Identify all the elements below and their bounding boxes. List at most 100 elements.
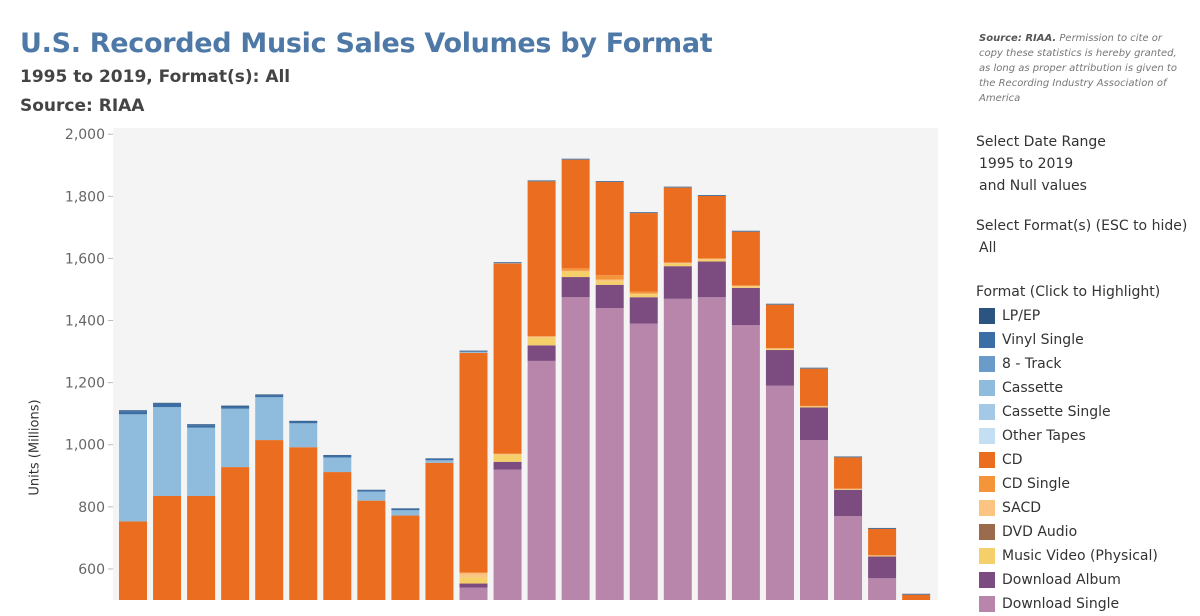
- bar-segment-2015-download-single[interactable]: [800, 440, 828, 600]
- bar-segment-2014-lp-ep[interactable]: [766, 304, 794, 305]
- bar-segment-1997-cd[interactable]: [187, 496, 215, 600]
- bar-segment-2005-sacd[interactable]: [460, 573, 488, 577]
- bar-segment-2017-lp-ep[interactable]: [868, 528, 896, 529]
- bar-segment-2008-cd[interactable]: [562, 160, 590, 269]
- bar-segment-1996-vinyl-single[interactable]: [153, 404, 181, 407]
- bar-segment-2015-music-video-physical[interactable]: [800, 407, 828, 408]
- bar-segment-2006-download-single[interactable]: [494, 470, 522, 600]
- bar-segment-2013-download-single[interactable]: [732, 325, 760, 600]
- bar-segment-2009-cd-single[interactable]: [596, 275, 624, 279]
- bar-segment-2006-cd-single[interactable]: [494, 453, 522, 454]
- bar-segment-2011-lp-ep[interactable]: [664, 187, 692, 188]
- bar-segment-2015-download-album[interactable]: [800, 407, 828, 440]
- bar-segment-2001-lp-ep[interactable]: [323, 455, 351, 456]
- bar-segment-2011-download-single[interactable]: [664, 299, 692, 600]
- bar-segment-2002-cassette[interactable]: [357, 492, 385, 501]
- bar-segment-2010-cd-single[interactable]: [630, 292, 658, 294]
- bar-segment-2002-cd[interactable]: [357, 501, 385, 600]
- legend-item-download-single[interactable]: Download Single: [979, 592, 1158, 616]
- bar-segment-2012-music-video-physical[interactable]: [698, 260, 726, 262]
- bar-segment-2008-cd-single[interactable]: [562, 268, 590, 270]
- bar-segment-2010-sacd[interactable]: [630, 294, 658, 295]
- format-filter-value[interactable]: All: [979, 240, 996, 256]
- bar-segment-2012-download-album[interactable]: [698, 262, 726, 298]
- bar-segment-2003-cd[interactable]: [391, 516, 419, 600]
- legend-item-cassette-single[interactable]: Cassette Single: [979, 400, 1158, 424]
- bar-segment-2017-download-album[interactable]: [868, 557, 896, 579]
- legend-item-vinyl-single[interactable]: Vinyl Single: [979, 328, 1158, 352]
- bar-segment-2005-vinyl-single[interactable]: [460, 351, 488, 352]
- bar-segment-2006-download-album[interactable]: [494, 462, 522, 470]
- bar-segment-2008-sacd[interactable]: [562, 271, 590, 272]
- bar-segment-2010-download-album[interactable]: [630, 297, 658, 323]
- bar-segment-2001-vinyl-single[interactable]: [323, 456, 351, 458]
- bar-segment-1998-cd[interactable]: [221, 467, 249, 600]
- bar-segment-2010-music-video-physical[interactable]: [630, 294, 658, 297]
- bar-segment-2008-download-album[interactable]: [562, 277, 590, 297]
- bar-segment-2011-cd-single[interactable]: [664, 262, 692, 263]
- bar-segment-2013-music-video-physical[interactable]: [732, 287, 760, 288]
- bar-segment-2003-vinyl-single[interactable]: [391, 509, 419, 510]
- bar-segment-2002-vinyl-single[interactable]: [357, 490, 385, 491]
- bar-segment-2007-lp-ep[interactable]: [528, 180, 556, 181]
- bar-segment-2013-cd-single[interactable]: [732, 285, 760, 286]
- bar-segment-1995-cassette[interactable]: [119, 414, 147, 521]
- bar-segment-2011-download-album[interactable]: [664, 266, 692, 299]
- bar-segment-1999-cassette[interactable]: [255, 397, 283, 440]
- legend-item-8-track[interactable]: 8 - Track: [979, 352, 1158, 376]
- bar-segment-2016-music-video-physical[interactable]: [834, 489, 862, 490]
- bar-segment-2012-cd-single[interactable]: [698, 258, 726, 259]
- bar-segment-2006-cd[interactable]: [494, 263, 522, 453]
- date-range-null-values[interactable]: and Null values: [979, 178, 1087, 194]
- legend-item-music-video-physical[interactable]: Music Video (Physical): [979, 544, 1158, 568]
- legend-item-cd-single[interactable]: CD Single: [979, 472, 1158, 496]
- bar-segment-2018-lp-ep[interactable]: [902, 594, 930, 595]
- bar-segment-2013-download-album[interactable]: [732, 288, 760, 325]
- bar-segment-2011-music-video-physical[interactable]: [664, 264, 692, 266]
- bar-segment-1997-cassette[interactable]: [187, 428, 215, 496]
- bar-segment-2008-music-video-physical[interactable]: [562, 271, 590, 277]
- bar-segment-2014-download-album[interactable]: [766, 350, 794, 386]
- bar-segment-2010-cd[interactable]: [630, 213, 658, 292]
- bar-segment-2017-cd[interactable]: [868, 529, 896, 555]
- bar-segment-2012-download-single[interactable]: [698, 297, 726, 600]
- bar-segment-1995-lp-ep[interactable]: [119, 410, 147, 411]
- bar-segment-2007-cd-single[interactable]: [528, 336, 556, 337]
- bar-segment-2012-sacd[interactable]: [698, 259, 726, 260]
- legend-item-dvd-audio[interactable]: DVD Audio: [979, 520, 1158, 544]
- bar-segment-2016-lp-ep[interactable]: [834, 457, 862, 458]
- bar-segment-2012-cd[interactable]: [698, 196, 726, 258]
- legend-item-download-album[interactable]: Download Album: [979, 568, 1158, 592]
- bar-segment-2006-music-video-physical[interactable]: [494, 455, 522, 462]
- bar-segment-2009-lp-ep[interactable]: [596, 181, 624, 182]
- bar-segment-2005-cd[interactable]: [460, 353, 488, 573]
- bar-segment-2005-download-single[interactable]: [460, 588, 488, 600]
- bar-segment-1998-vinyl-single[interactable]: [221, 407, 249, 409]
- bar-segment-2011-cd[interactable]: [664, 188, 692, 263]
- bar-segment-2017-music-video-physical[interactable]: [868, 556, 896, 557]
- date-range-value[interactable]: 1995 to 2019: [979, 156, 1073, 172]
- bar-segment-1999-cd[interactable]: [255, 440, 283, 600]
- bar-segment-2010-download-single[interactable]: [630, 324, 658, 600]
- bar-segment-2007-music-video-physical[interactable]: [528, 338, 556, 346]
- bar-segment-2013-lp-ep[interactable]: [732, 231, 760, 232]
- bar-segment-2005-cd-single[interactable]: [460, 572, 488, 573]
- bar-segment-1999-lp-ep[interactable]: [255, 394, 283, 395]
- bar-segment-2009-sacd[interactable]: [596, 280, 624, 282]
- bar-segment-2004-cassette[interactable]: [425, 460, 453, 462]
- bar-segment-2005-music-video-physical[interactable]: [460, 577, 488, 583]
- legend-item-other-tapes[interactable]: Other Tapes: [979, 424, 1158, 448]
- legend-item-sacd[interactable]: SACD: [979, 496, 1158, 520]
- bar-segment-2013-cd[interactable]: [732, 232, 760, 285]
- bar-segment-1996-cassette[interactable]: [153, 407, 181, 496]
- bar-segment-2016-download-single[interactable]: [834, 516, 862, 600]
- bar-segment-2007-cd[interactable]: [528, 181, 556, 336]
- bar-segment-2000-vinyl-single[interactable]: [289, 421, 317, 423]
- bar-segment-2005-lp-ep[interactable]: [460, 351, 488, 352]
- bar-segment-2001-cassette[interactable]: [323, 457, 351, 472]
- legend-item-cassette[interactable]: Cassette: [979, 376, 1158, 400]
- bar-segment-2014-cd[interactable]: [766, 305, 794, 348]
- bar-segment-2003-cassette[interactable]: [391, 510, 419, 515]
- bar-segment-2014-download-single[interactable]: [766, 386, 794, 600]
- bar-segment-2017-download-single[interactable]: [868, 578, 896, 600]
